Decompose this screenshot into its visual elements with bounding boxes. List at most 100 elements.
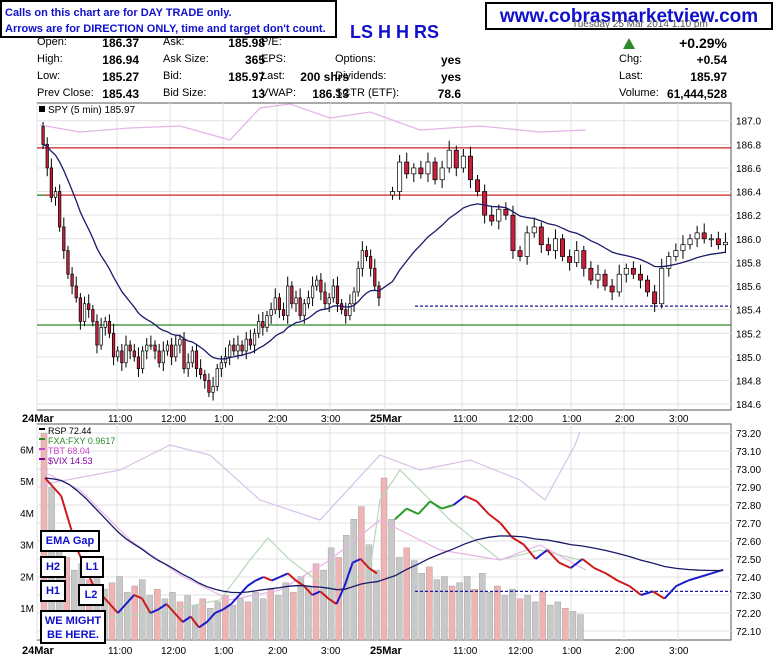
candle-body [602,273,608,287]
volume-tick-label: 1M [20,604,34,615]
indicator-legend-swatch [39,428,45,430]
price-x-tick-label: 11:00 [453,414,478,425]
price-x-tick-label: 25Mar [370,413,403,425]
volume-bar [479,573,486,641]
volume-bar [365,544,373,641]
price-legend-swatch [39,106,45,112]
candle-body [132,350,136,358]
candle-body [390,191,396,196]
candle-body [41,126,45,145]
price-x-tick-label: 11:00 [108,414,133,425]
rsp-line-segment [44,477,54,488]
indicator-x-tick-label: 12:00 [508,646,533,657]
volume-bar [350,519,358,641]
price-x-tick-label: 12:00 [508,414,533,425]
candle-body [673,250,679,257]
candle-body [190,350,194,364]
candle-body [186,362,190,370]
candle-body [252,332,257,346]
candle-body [581,250,587,269]
price-x-tick-label: 24Mar [22,413,55,425]
ask-label: Ask: [163,36,185,48]
vix-line [39,431,581,521]
volume-bar [343,534,350,641]
candle-body [588,267,594,281]
candle-body [552,238,558,251]
high-value: 186.94 [102,53,139,67]
dividends-value: yes [440,70,461,84]
candle-body [223,356,228,364]
volume-bar [486,592,494,641]
candle-body [203,374,207,381]
candle-body [161,350,165,364]
candle-body [446,149,452,169]
indicator-tick-label: 72.40 [736,573,761,584]
volume-bar [169,592,176,641]
change-pct-value: +0.29% [679,35,727,51]
candle-body [531,226,537,234]
rsp-line-segment [238,585,249,596]
rsp-line-segment [206,612,216,623]
indicator-legend-swatch [39,448,45,450]
candle-body [232,344,236,352]
volume-bar [191,604,199,641]
rsp-line-segment [125,594,135,605]
rsp-line-segment [570,558,584,569]
candle-body [99,326,103,346]
candle-body [207,380,211,393]
candle-body [482,191,488,216]
candle-body [517,250,523,257]
candle-body [722,241,728,246]
candle-body [335,285,340,305]
candle-body [91,309,95,322]
indicator-x-tick-label: 1:00 [214,646,234,657]
bid-size-value: 13 [251,87,265,101]
rsp-line-segment [546,549,560,564]
quote-panel: Open: 186.37 High: 186.94 Low: 185.27 Pr… [37,35,727,101]
price-tick-label: 185.0 [736,353,761,364]
candle-body [145,344,149,352]
volume-bar [441,576,448,641]
candle-body [116,350,120,358]
candle-body [404,161,410,175]
candle-body [70,273,74,287]
h2-label: H2 [40,556,66,578]
indicator-panel: 73.20 73.10 73.00 72.90 72.80 72.70 72.60 72.50… [20,423,761,657]
candle-body [211,386,215,393]
price-x-tick-label: 1:00 [562,414,582,425]
volume-tick-label: 5M [20,477,34,488]
candle-body [103,321,107,328]
candle-body [58,191,62,228]
rsp-line-segment [117,603,127,614]
volume-bar [456,582,463,641]
price-tick-label: 184.6 [736,400,761,411]
indicator-legend-text: $VIX 14.53 [48,456,93,466]
rsp-line-segment [687,576,700,582]
indicator-x-tick-label: 2:00 [268,646,288,657]
volume-bar [539,592,546,641]
open-label: Open: [37,36,67,48]
candle-body [286,285,290,316]
candle-body [174,344,178,358]
candle-body [290,285,294,305]
indicator-tick-label: 72.70 [736,519,761,530]
candle-body [609,285,615,293]
rsp-line-segment [605,572,619,582]
candle-body [107,321,112,334]
indicator-tick-label: 73.00 [736,465,761,476]
candle-body [630,267,636,275]
price-tick-label: 186.2 [736,211,761,222]
candle-body [489,214,495,222]
candle-body [680,244,686,251]
volume-bar [463,576,471,641]
volume-tick-label: 4M [20,509,34,520]
candle-body [66,250,70,275]
candle-body [637,273,643,281]
rsp-line-segment [343,562,354,587]
candle-body [397,161,403,192]
disclaimer-line-2: Arrows are for DIRECTION ONLY, time and … [5,23,326,35]
price-panel: 187.0 186.8 186.6 186.4 186.2 186.0 185.8 185.6… [22,102,761,425]
candle-body [538,226,544,246]
rsp-line-segment [417,500,431,515]
low-value: 185.27 [102,70,139,84]
